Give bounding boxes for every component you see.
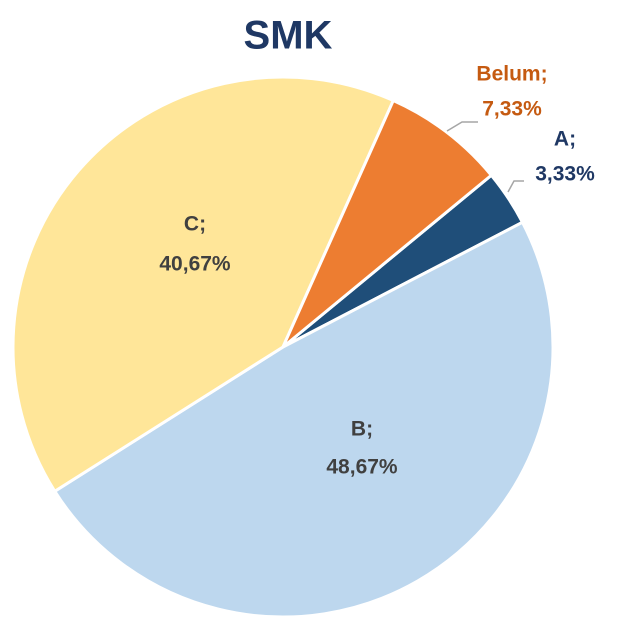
value-label: 48,67% <box>326 456 398 479</box>
value-label: 40,67% <box>159 253 231 276</box>
pie-slice <box>11 75 396 494</box>
category-label: A; <box>554 128 576 151</box>
value-label: 7,33% <box>482 98 542 121</box>
pie-slice <box>52 220 555 619</box>
value-label: 3,33% <box>535 163 595 186</box>
pie-slice <box>281 98 494 349</box>
leader-line <box>446 121 478 132</box>
category-label: Belum; <box>476 63 547 86</box>
chart-title: SMK <box>244 14 333 58</box>
leader-line <box>507 180 524 193</box>
category-label: B; <box>351 418 373 441</box>
category-label: C; <box>184 213 206 236</box>
